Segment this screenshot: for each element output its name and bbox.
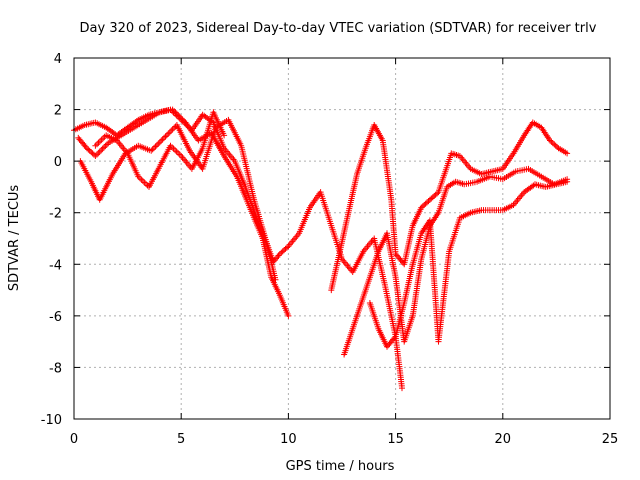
series-track-4 — [92, 109, 228, 190]
y-tick-label: -10 — [41, 413, 62, 428]
chart-title: Day 320 of 2023, Sidereal Day-to-day VTE… — [80, 21, 597, 36]
x-tick-label: 10 — [280, 432, 297, 447]
y-tick-label: 0 — [54, 155, 62, 170]
data-points — [71, 106, 571, 392]
y-tick-label: -4 — [49, 258, 62, 273]
x-axis-label: GPS time / hours — [286, 459, 395, 474]
x-tick-label: 25 — [602, 432, 619, 447]
y-tick-label: 2 — [54, 104, 62, 119]
data-point-markers — [71, 106, 405, 392]
y-tick-label: -2 — [49, 207, 62, 222]
y-tick-label: -6 — [49, 310, 62, 325]
series-track-1 — [71, 106, 405, 392]
x-tick-label: 0 — [70, 432, 78, 447]
x-tick-label: 20 — [495, 432, 512, 447]
plot-frame — [73, 57, 611, 420]
series-track-7 — [366, 178, 571, 350]
data-point-markers — [366, 178, 571, 350]
series-track-3 — [77, 116, 279, 283]
data-point-markers — [328, 119, 571, 294]
y-tick-label: 4 — [54, 52, 62, 67]
data-point-markers — [92, 109, 228, 190]
x-tick-label: 5 — [177, 432, 185, 447]
y-tick-label: -8 — [49, 361, 62, 376]
grid — [74, 58, 610, 419]
series-track-5 — [328, 119, 571, 294]
data-point-markers — [77, 116, 279, 283]
axis-ticks: 0 5 10 15 20 25 -10 -8 -6 -4 -2 0 2 4 — [41, 52, 619, 447]
y-axis-label: SDTVAR / TECUs — [7, 185, 22, 292]
x-tick-label: 15 — [387, 432, 404, 447]
